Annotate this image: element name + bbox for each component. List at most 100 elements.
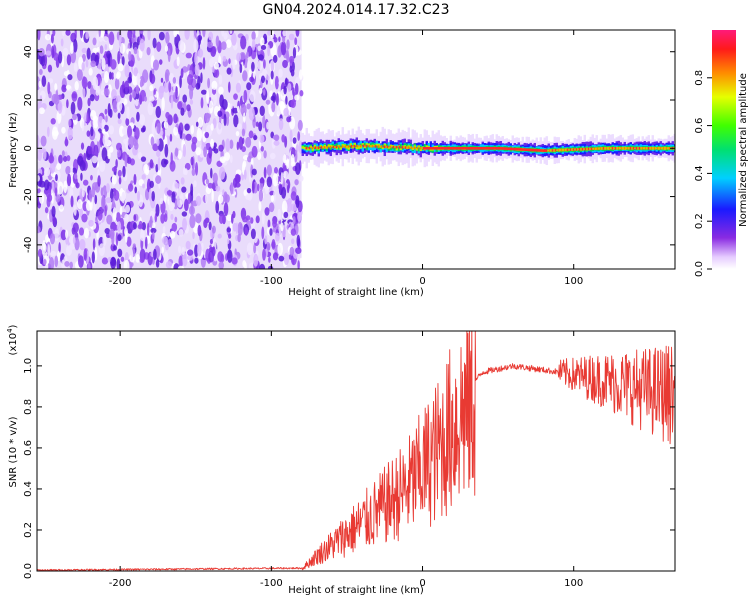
noise-speck	[133, 67, 139, 77]
noise-speck	[297, 119, 303, 131]
spectrogram-x-label: Height of straight line (km)	[288, 287, 424, 298]
signal-peak-cell	[443, 146, 447, 150]
noise-speck	[177, 265, 185, 269]
noise-speck	[251, 38, 256, 51]
noise-speck	[193, 39, 199, 53]
noise-speck	[184, 123, 190, 131]
noise-speck	[102, 233, 107, 247]
noise-speck	[294, 94, 300, 101]
noise-speck	[264, 207, 270, 216]
noise-speck	[298, 69, 303, 80]
noise-speck	[223, 113, 227, 127]
signal-peak-cell	[470, 146, 474, 150]
noise-speck	[97, 210, 103, 221]
noise-speck	[223, 191, 228, 203]
signal-band-cell	[353, 142, 356, 146]
noise-speck	[93, 144, 99, 159]
noise-speck	[176, 56, 180, 67]
noise-speck	[90, 60, 97, 68]
noise-speck	[236, 141, 240, 151]
noise-speck	[189, 214, 196, 229]
noise-speck	[219, 156, 226, 164]
noise-speck	[72, 236, 76, 245]
noise-speck	[117, 51, 121, 65]
signal-band-cell	[385, 145, 388, 152]
noise-speck	[222, 55, 227, 62]
noise-speck	[38, 80, 42, 88]
noise-speck	[102, 36, 109, 42]
noise-speck	[227, 249, 233, 263]
noise-speck	[45, 234, 50, 243]
signal-band-cell	[425, 145, 428, 148]
noise-speck	[155, 175, 162, 184]
signal-peak-cell	[398, 146, 401, 149]
noise-speck	[111, 166, 118, 172]
noise-speck	[55, 194, 61, 203]
noise-speck	[226, 214, 233, 222]
noise-speck	[117, 112, 121, 119]
noise-speck	[78, 227, 85, 236]
noise-speck	[290, 228, 297, 236]
noise-speck	[195, 147, 202, 156]
noise-speck	[295, 195, 300, 209]
noise-speck	[258, 87, 263, 95]
signal-band-cell	[335, 143, 338, 148]
noise-speck	[204, 217, 210, 224]
noise-speck	[102, 128, 106, 135]
noise-speck	[66, 54, 72, 66]
noise-speck	[115, 95, 121, 103]
noise-speck	[209, 100, 214, 114]
noise-speck	[147, 101, 154, 116]
noise-speck	[134, 98, 139, 107]
noise-speck	[81, 213, 88, 223]
signal-peak-cell	[365, 144, 368, 148]
noise-speck	[37, 226, 41, 234]
noise-speck	[103, 71, 109, 84]
signal-peak-cell	[326, 145, 329, 149]
noise-speck	[209, 238, 213, 245]
noise-speck	[263, 59, 266, 69]
noise-speck	[258, 189, 264, 202]
noise-speck	[269, 228, 273, 236]
noise-speck	[211, 225, 216, 234]
noise-speck	[41, 75, 47, 87]
signal-peak-cell	[389, 145, 392, 149]
noise-speck	[37, 149, 43, 162]
noise-speck	[270, 60, 275, 72]
noise-speck	[200, 89, 207, 95]
noise-speck	[80, 142, 85, 150]
noise-speck	[81, 47, 88, 54]
noise-speck	[163, 159, 169, 165]
noise-speck	[178, 255, 183, 268]
noise-speck	[113, 72, 117, 79]
noise-speck	[196, 127, 203, 142]
noise-speck	[260, 45, 267, 51]
noise-speck	[277, 208, 282, 221]
noise-speck	[169, 230, 176, 239]
noise-speck	[221, 99, 228, 110]
noise-speck	[146, 222, 150, 236]
noise-speck	[109, 228, 115, 240]
noise-speck	[270, 70, 274, 80]
spectrogram-y-tick-label: -20	[23, 188, 34, 204]
signal-band-cell	[627, 147, 630, 150]
signal-peak-cell	[506, 147, 510, 151]
noise-speck	[105, 115, 108, 123]
signal-band-cell	[413, 145, 416, 148]
noise-speck	[262, 88, 266, 96]
signal-band-cell	[313, 144, 316, 148]
noise-speck	[85, 31, 90, 40]
signal-band-cell	[383, 143, 386, 147]
noise-speck	[267, 219, 271, 229]
noise-speck	[165, 111, 170, 119]
noise-speck	[76, 68, 83, 81]
noise-speck	[283, 211, 289, 219]
signal-peak-cell	[329, 145, 332, 149]
signal-peak-cell	[452, 146, 456, 150]
noise-speck	[236, 52, 242, 62]
signal-band-cell	[321, 146, 324, 149]
noise-speck	[147, 30, 151, 41]
noise-speck	[197, 224, 202, 237]
noise-speck	[193, 180, 197, 188]
